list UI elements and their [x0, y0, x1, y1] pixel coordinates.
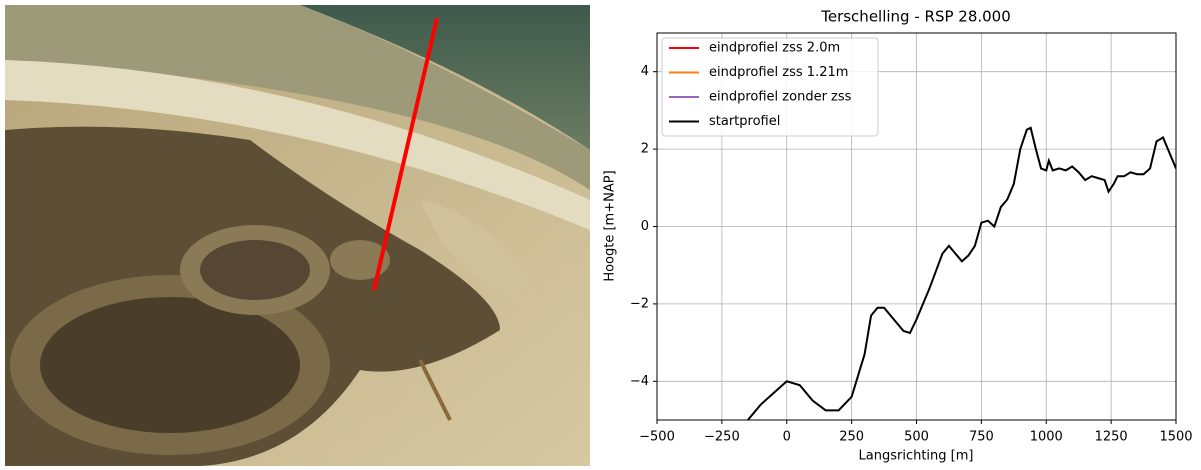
x-tick-label: 1500	[1159, 430, 1192, 445]
x-tick-label: 250	[839, 430, 864, 445]
legend-box	[661, 37, 879, 137]
x-tick-label: 1250	[1095, 430, 1128, 445]
y-tick-label: −4	[630, 374, 649, 389]
y-tick-label: 2	[641, 142, 649, 157]
plot-frame	[656, 32, 1177, 421]
y-tick-label: 0	[641, 219, 649, 234]
legend-label: startprofiel	[709, 114, 780, 129]
y-tick-label: 4	[641, 64, 649, 79]
y-tick-label: −2	[630, 296, 649, 311]
x-tick-label: −250	[704, 430, 740, 445]
aerial-photo	[5, 5, 590, 467]
x-tick-label: 0	[783, 430, 791, 445]
y-axis-label: Hoogte [m+NAP]	[603, 170, 618, 281]
line-series	[747, 126, 1176, 420]
x-tick-label: 500	[904, 430, 929, 445]
x-tick-label: −500	[639, 430, 675, 445]
legend-label: eindprofiel zss 2.0m	[709, 41, 840, 56]
x-tick-label: 1000	[1030, 430, 1063, 445]
chart-title: Terschelling - RSP 28.000	[820, 8, 1011, 26]
legend-label: eindprofiel zss 1.21m	[709, 65, 848, 80]
x-axis-label: Langsrichting [m]	[859, 449, 974, 464]
legend-label: eindprofiel zonder zss	[709, 90, 852, 105]
x-tick-label: 750	[969, 430, 994, 445]
